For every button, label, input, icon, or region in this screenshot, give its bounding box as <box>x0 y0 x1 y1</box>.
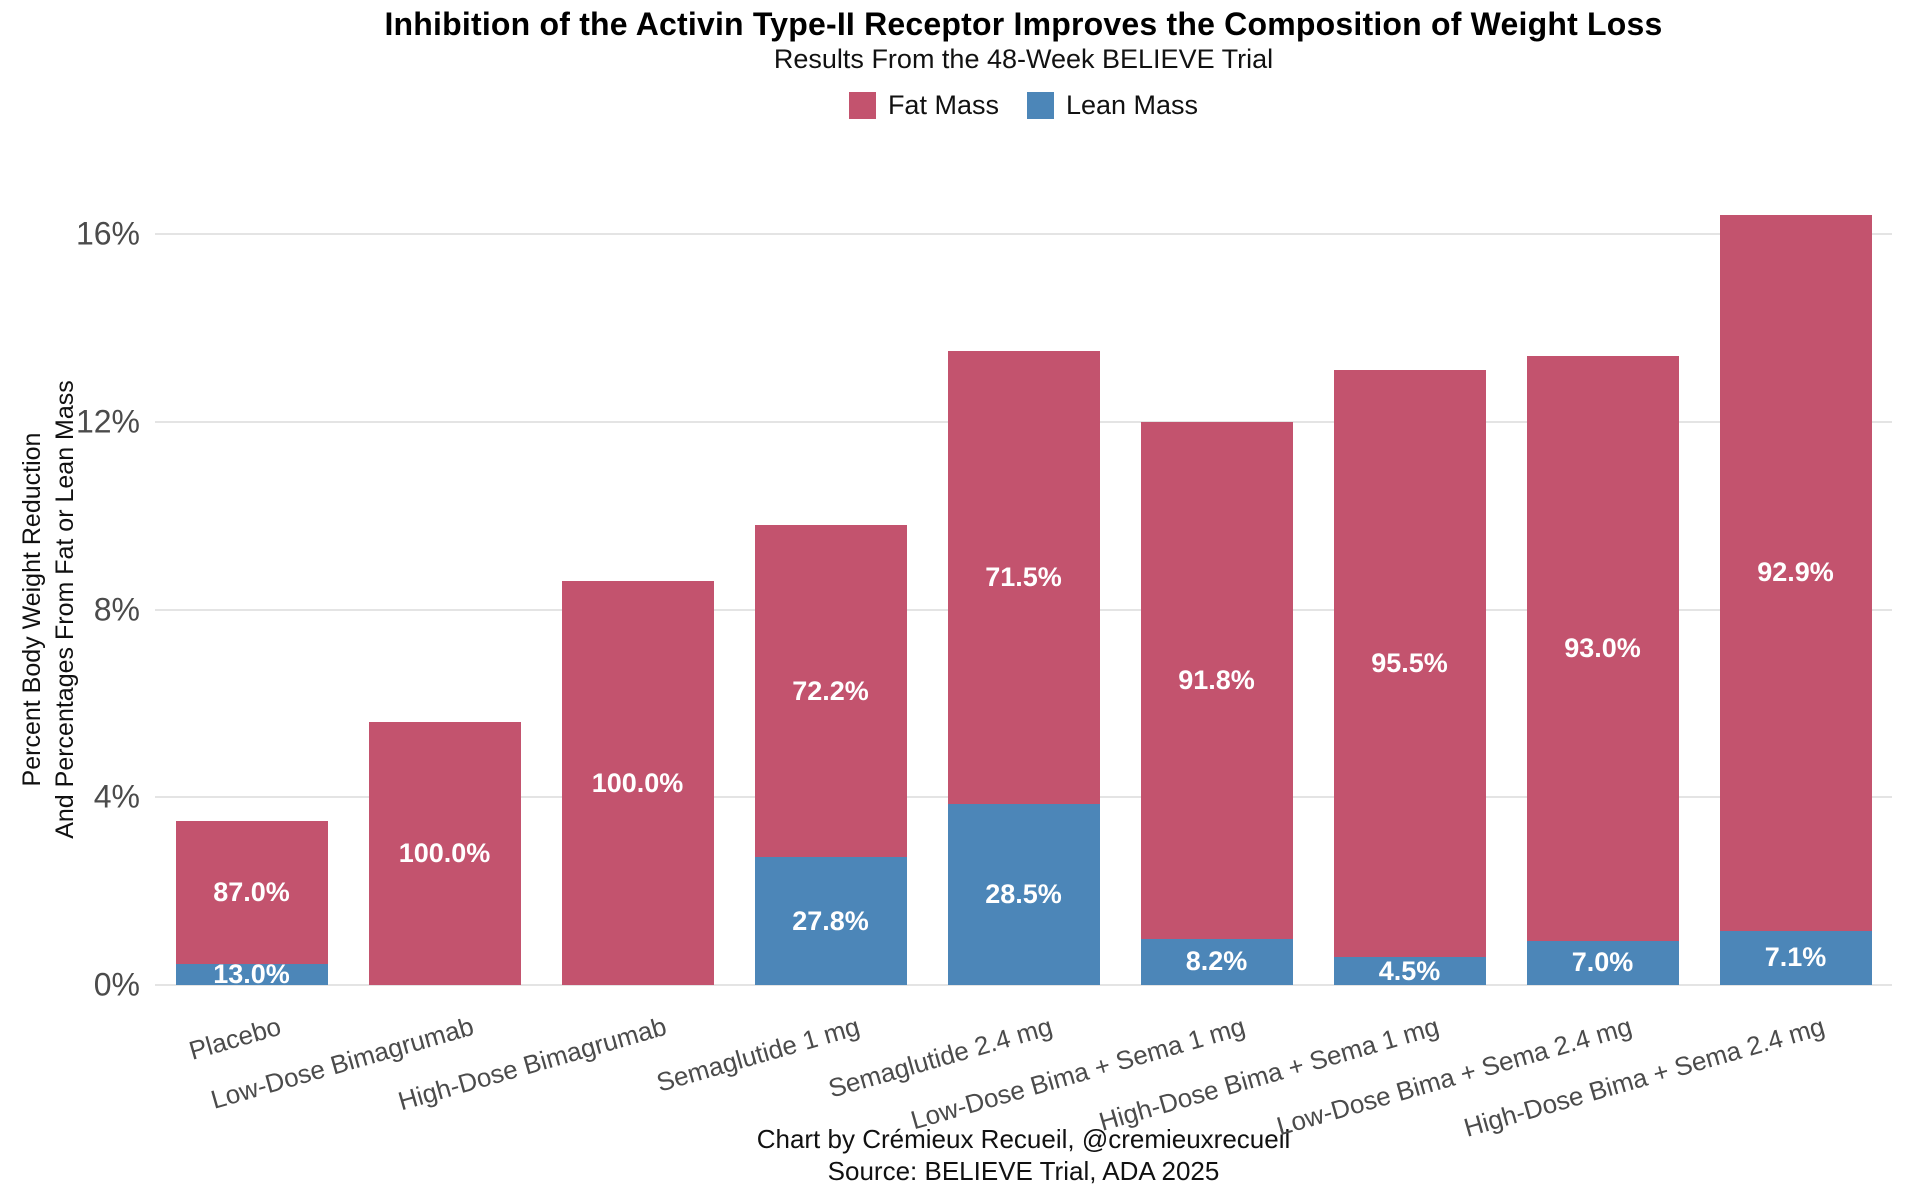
bar-low-dose-bimagrumab: 100.0% <box>368 722 521 985</box>
legend-item-fat-mass: Fat Mass <box>848 90 999 121</box>
fat-mass-segment: 92.9% <box>1719 215 1872 931</box>
fat-mass-segment: 95.5% <box>1333 370 1486 958</box>
plot-area: 0% 4% 8% 12% 16% 87.0% 13.0% Placebo 100.0% Low-D… <box>76 215 1892 1143</box>
fat-share-label: 71.5% <box>985 562 1062 593</box>
bar-semaglutide-2-4-mg: 71.5% 28.5% <box>947 351 1100 985</box>
lean-share-label: 27.8% <box>792 905 869 936</box>
fat-share-label: 100.0% <box>591 767 684 798</box>
y-tick-label-8: 8% <box>93 591 140 627</box>
bar-high-dose-bimagrumab: 100.0% <box>561 581 714 985</box>
y-tick-label-0: 0% <box>93 966 140 1003</box>
fat-share-label: 72.2% <box>792 675 869 706</box>
lean-mass-segment: 7.1% <box>1719 930 1872 985</box>
lean-share-label: 8.2% <box>1185 946 1248 977</box>
fat-mass-segment: 87.0% <box>175 820 328 964</box>
bar-placebo: 87.0% 13.0% <box>175 820 328 989</box>
lean-mass-swatch-icon <box>1026 92 1054 119</box>
x-tick-label-low-dose-bima-sema-1-mg: Low-Dose Bima + Sema 1 mg <box>907 1011 1249 1136</box>
fat-mass-segment: 93.0% <box>1526 356 1679 941</box>
x-tick-label-placebo: Placebo <box>185 1011 284 1066</box>
fat-share-label: 87.0% <box>213 876 290 907</box>
fat-share-label: 95.5% <box>1371 648 1448 679</box>
legend-label-fat-mass: Fat Mass <box>887 90 999 120</box>
bar-semaglutide-1-mg: 72.2% 27.8% <box>754 525 907 985</box>
x-tick-label-low-dose-bima-sema-2-4-mg: Low-Dose Bima + Sema 2.4 mg <box>1272 1011 1635 1142</box>
y-tick-label-4: 4% <box>93 778 140 815</box>
y-tick-label-12: 12% <box>75 403 140 440</box>
chart-subtitle: Results From the 48-Week BELIEVE Trial <box>773 44 1274 74</box>
chart-title: Inhibition of the Activin Type-II Recept… <box>384 6 1663 42</box>
fat-share-label: 100.0% <box>398 838 491 869</box>
fat-mass-swatch-icon <box>848 92 876 119</box>
fat-mass-segment: 100.0% <box>561 581 714 985</box>
legend-label-lean-mass: Lean Mass <box>1065 90 1199 120</box>
lean-share-label: 7.1% <box>1764 942 1827 973</box>
lean-share-label: 4.5% <box>1378 955 1441 986</box>
footer-credit: Chart by Crémieux Recueil, @cremieuxrecu… <box>756 1124 1291 1154</box>
fat-mass-segment: 71.5% <box>947 351 1100 805</box>
legend-item-lean-mass: Lean Mass <box>1026 90 1199 121</box>
lean-mass-segment: 28.5% <box>947 804 1100 985</box>
bar-high-dose-bima-sema-1-mg: 95.5% 4.5% <box>1333 370 1486 986</box>
lean-mass-segment: 13.0% <box>175 958 328 989</box>
legend: Fat Mass Lean Mass <box>155 90 1892 121</box>
fat-share-label: 92.9% <box>1757 557 1834 588</box>
fat-mass-segment: 72.2% <box>754 525 907 858</box>
fat-mass-segment: 100.0% <box>368 722 521 985</box>
bar-low-dose-bima-sema-2-4-mg: 93.0% 7.0% <box>1526 356 1679 985</box>
lean-share-label: 28.5% <box>985 879 1062 910</box>
y-tick-label-16: 16% <box>75 215 140 252</box>
fat-mass-segment: 91.8% <box>1140 421 1293 939</box>
x-tick-label-high-dose-bima-sema-1-mg: High-Dose Bima + Sema 1 mg <box>1095 1011 1442 1137</box>
lean-mass-segment: 27.8% <box>754 857 907 985</box>
lean-share-label: 7.0% <box>1571 947 1634 978</box>
bar-high-dose-bima-sema-2-4-mg: 92.9% 7.1% <box>1719 215 1872 985</box>
fat-share-label: 91.8% <box>1178 664 1255 695</box>
lean-share-label: 13.0% <box>213 958 290 989</box>
footer-source: Source: BELIEVE Trial, ADA 2025 <box>827 1156 1220 1186</box>
lean-mass-segment: 8.2% <box>1140 939 1293 985</box>
lean-mass-segment: 4.5% <box>1333 955 1486 986</box>
gridline-0pct <box>155 984 1892 986</box>
fat-share-label: 93.0% <box>1564 632 1641 663</box>
gridline-16pct <box>155 233 1892 235</box>
bar-low-dose-bima-sema-1-mg: 91.8% 8.2% <box>1140 421 1293 985</box>
lean-mass-segment: 7.0% <box>1526 940 1679 985</box>
